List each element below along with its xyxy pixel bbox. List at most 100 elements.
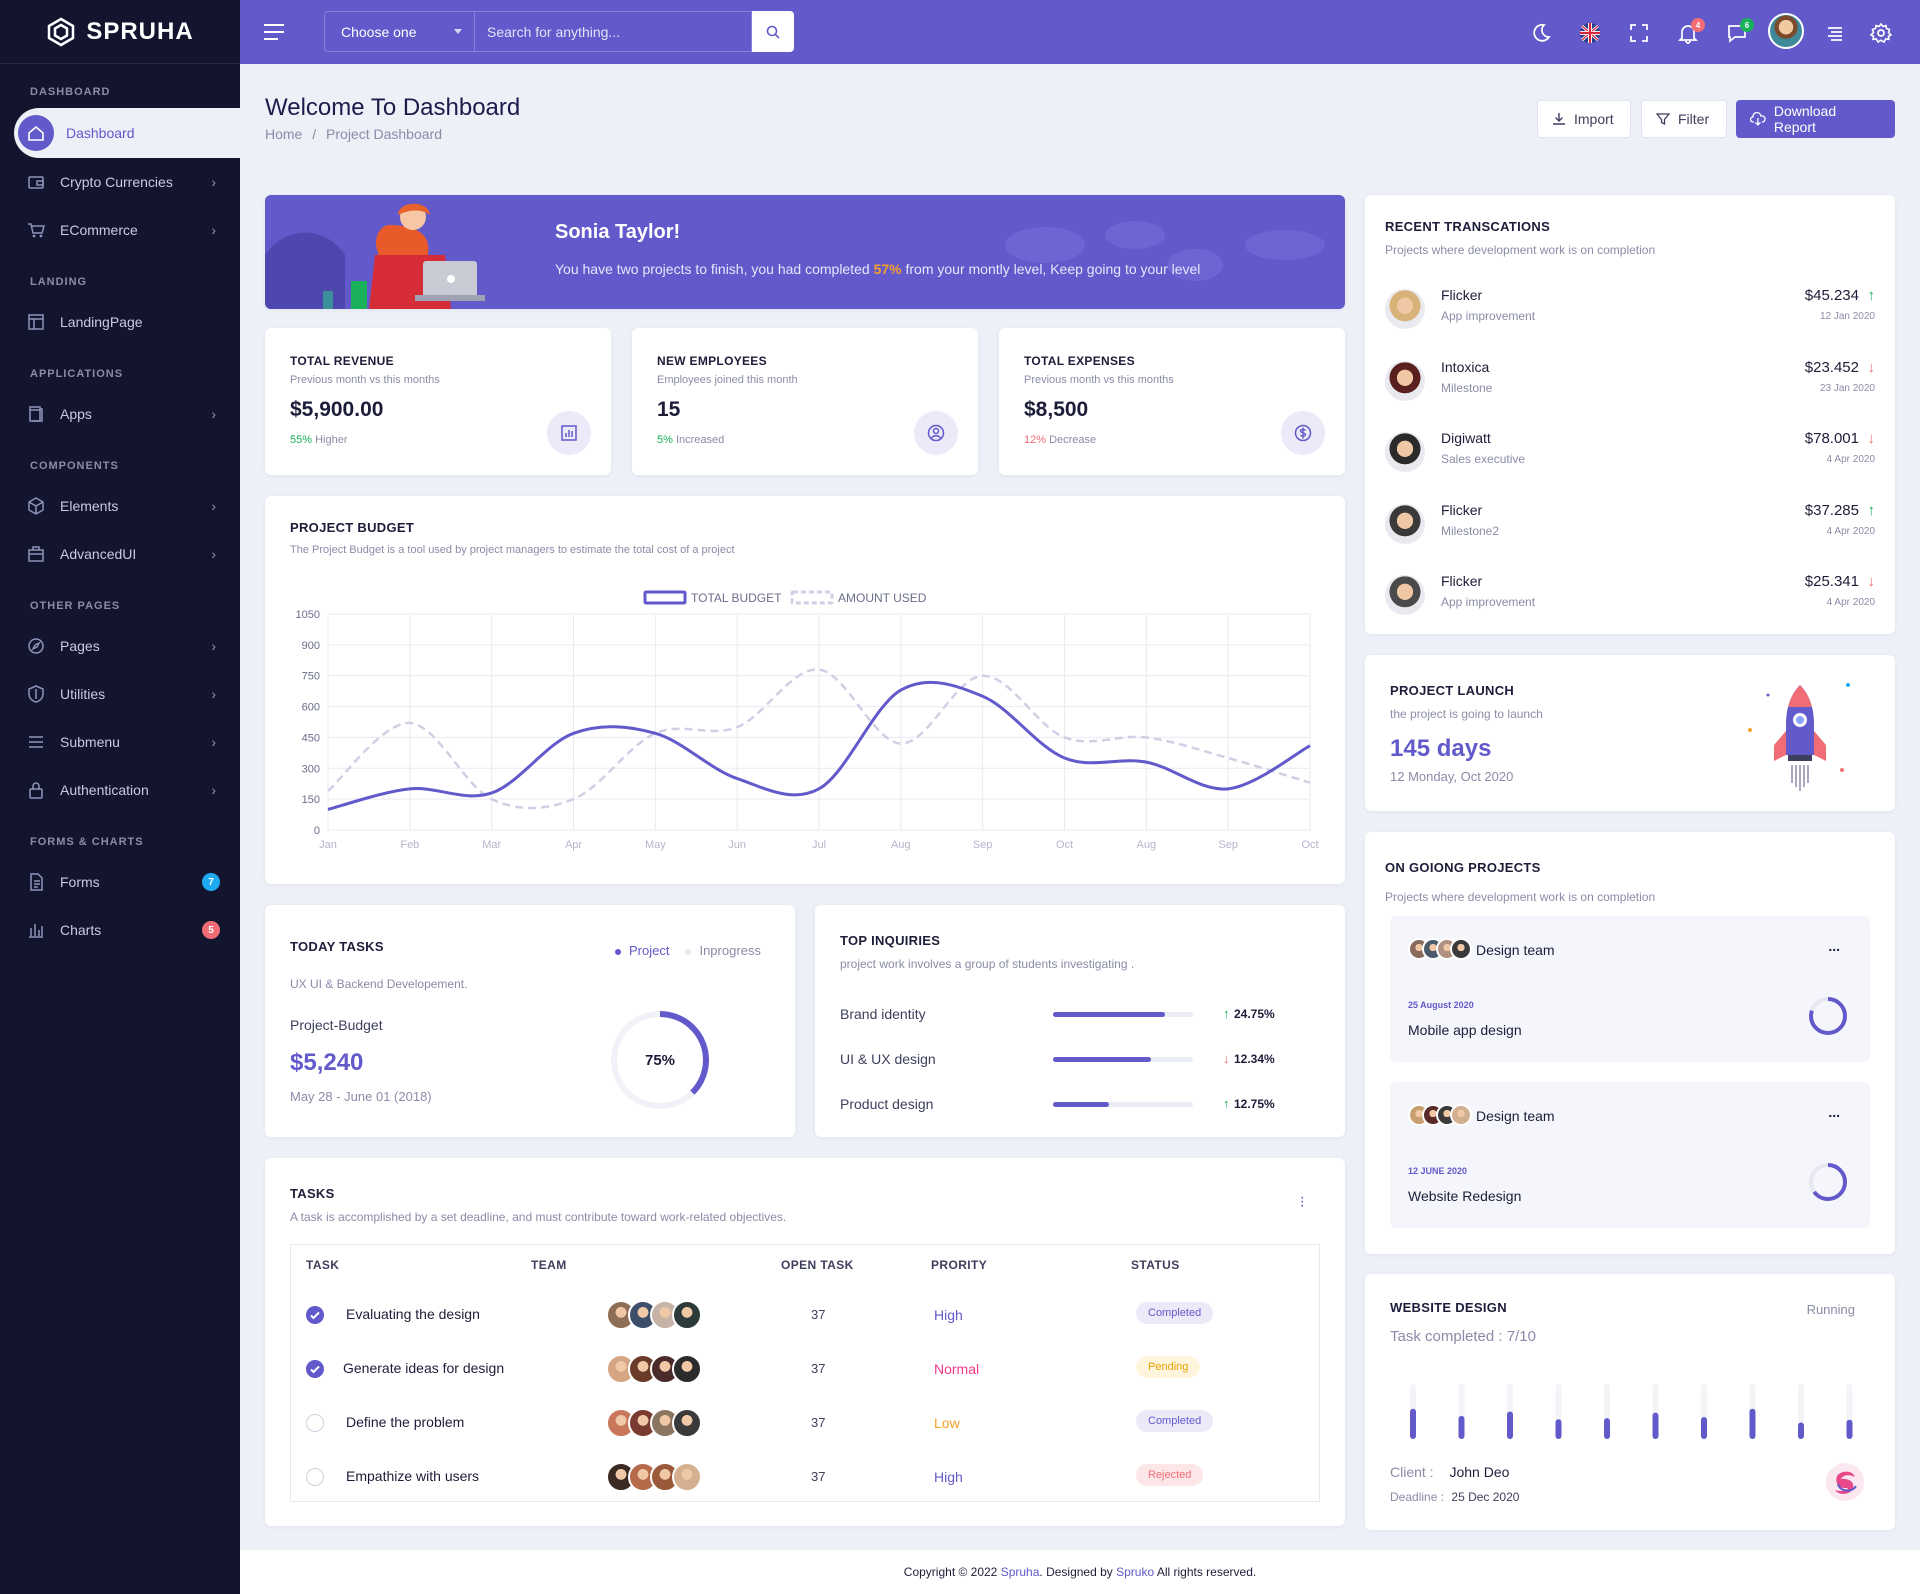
search-button[interactable] [752, 11, 794, 52]
more-options-icon[interactable]: ... [1828, 938, 1840, 954]
sidebar-item-label: AdvancedUI [60, 546, 137, 562]
user-avatar[interactable] [1768, 13, 1804, 49]
more-options-icon[interactable]: ... [1828, 1104, 1840, 1120]
chevron-right-icon: › [211, 782, 216, 798]
table-row[interactable]: Empathize with users 37 High Rejected [291, 1449, 1319, 1503]
table-row[interactable]: Generate ideas for design 37 Normal Pending [291, 1341, 1319, 1395]
sidebar-item-dashboard[interactable]: Dashboard [14, 108, 240, 158]
stat-card-new-employees: NEW EMPLOYEES Employees joined this month… [632, 328, 978, 475]
task-name: Generate ideas for design [343, 1360, 505, 1376]
sidebar-item-elements[interactable]: Elements › [0, 482, 240, 530]
uk-flag-icon[interactable] [1579, 22, 1601, 44]
lock-icon [26, 780, 46, 800]
search-input[interactable]: Search for anything... [474, 11, 752, 52]
cart-icon [26, 220, 46, 240]
avatar [1385, 503, 1425, 544]
checked-circle-icon[interactable] [306, 1360, 324, 1378]
website-design-card: WEBSITE DESIGN Running Task completed : … [1365, 1274, 1895, 1530]
breadcrumb-home[interactable]: Home [265, 126, 303, 142]
table-row[interactable]: Define the problem 37 Low Completed [291, 1395, 1319, 1449]
inquiry-progress-bar [1053, 1057, 1193, 1062]
footer: Copyright © 2022 Spruha. Designed by Spr… [240, 1550, 1920, 1594]
stat-change-label: Increased [672, 434, 725, 446]
transaction-date: 4 Apr 2020 [1826, 525, 1875, 537]
recent-transactions-card: RECENT TRANSCATIONS Projects where devel… [1365, 195, 1895, 634]
unchecked-circle-icon[interactable] [306, 1468, 324, 1486]
bar-fill [1701, 1417, 1707, 1439]
fullscreen-icon[interactable] [1628, 22, 1650, 44]
messages-button[interactable]: 6 [1726, 18, 1754, 44]
menu-toggle-icon[interactable] [264, 22, 286, 40]
sidebar-item-authentication[interactable]: Authentication › [0, 766, 240, 814]
banner-message: You have two projects to finish, you had… [555, 261, 1200, 277]
sidebar-item-submenu[interactable]: Submenu › [0, 718, 240, 766]
sidebar-item-ecommerce[interactable]: ECommerce › [0, 206, 240, 254]
more-vertical-icon[interactable]: · · · [1299, 1189, 1305, 1214]
transaction-row[interactable]: Digiwatt Sales executive $78.001 ↓ 4 Apr 202… [1385, 428, 1875, 488]
download-icon [1553, 113, 1565, 125]
notifications-button[interactable]: 4 [1677, 18, 1705, 44]
avatar [672, 1354, 702, 1384]
team-name: Design team [1476, 942, 1555, 958]
table-header-cell: TASK [306, 1258, 340, 1272]
project-item[interactable]: Design team... 12 JUNE 2020 Website Redesi… [1390, 1082, 1870, 1228]
footer-designer-link[interactable]: Spruko [1116, 1565, 1155, 1579]
transaction-row[interactable]: Flicker App improvement $45.234 ↑ 12 Jan 202… [1385, 285, 1875, 345]
x-tick-label: Jun [728, 839, 746, 851]
avatar [672, 1300, 702, 1330]
ring-progress [1809, 1163, 1847, 1201]
transaction-row[interactable]: Intoxica Milestone $23.452 ↓ 23 Jan 2020 [1385, 357, 1875, 417]
moon-icon[interactable] [1530, 22, 1552, 44]
sidebar-item-advancedui[interactable]: AdvancedUI › [0, 530, 240, 578]
x-tick-label: Oct [1056, 839, 1073, 851]
import-button[interactable]: Import [1537, 100, 1631, 138]
sidebar-section-label: OTHER PAGES [30, 600, 121, 612]
x-tick-label: Feb [400, 839, 419, 851]
x-tick-label: Mar [482, 839, 501, 851]
ongoing-title: ON GOIONG PROJECTS [1385, 860, 1541, 875]
footer-brand-link[interactable]: Spruha [1000, 1565, 1040, 1579]
sidebar-item-label: Utilities [60, 686, 106, 702]
download-report-button[interactable]: Download Report [1736, 100, 1895, 138]
checked-circle-icon[interactable] [306, 1306, 324, 1324]
stat-value: 15 [657, 398, 681, 421]
sidebar-item-pages[interactable]: Pages › [0, 622, 240, 670]
chart-legend: TOTAL BUDGET AMOUNT USED [643, 590, 927, 605]
filter-button[interactable]: Filter [1641, 100, 1727, 138]
gear-icon[interactable] [1870, 22, 1892, 44]
project-item[interactable]: Design team... 25 August 2020 Mobile app d… [1390, 916, 1870, 1062]
sidebar-item-charts[interactable]: Charts 5 [0, 906, 240, 954]
category-select[interactable]: Choose one [324, 11, 474, 52]
report-icon [547, 411, 591, 455]
budget-subtitle: The Project Budget is a tool used by pro… [290, 544, 735, 556]
sidebar-item-forms[interactable]: Forms 7 [0, 858, 240, 906]
legend-project-label: Project [629, 943, 670, 958]
priority-label: High [934, 1307, 963, 1323]
bar-fill [1749, 1408, 1756, 1439]
breadcrumb-current: Project Dashboard [326, 126, 442, 142]
unchecked-circle-icon[interactable] [306, 1414, 324, 1432]
bar-fill [1846, 1419, 1853, 1439]
table-row[interactable]: Evaluating the design 37 High Completed [291, 1287, 1319, 1341]
sidebar-item-landingpage[interactable]: LandingPage [0, 298, 240, 346]
topbar: Choose one Search for anything... 4 6 [240, 0, 1920, 64]
brand-logo[interactable]: SPRUHA [0, 0, 240, 64]
sidebar-item-apps[interactable]: Apps › [0, 390, 240, 438]
sidebar-right-icon[interactable] [1824, 22, 1846, 44]
sidebar-item-utilities[interactable]: Utilities › [0, 670, 240, 718]
transaction-row[interactable]: Flicker App improvement $25.341 ↓ 4 Apr 2020 [1385, 571, 1875, 631]
banner-text-a: You have two projects to finish, you had… [555, 261, 874, 277]
task-bars-chart [1410, 1384, 1853, 1439]
filter-label: Filter [1678, 111, 1710, 127]
website-title: WEBSITE DESIGN [1390, 1300, 1507, 1315]
today-tasks-subtitle: UX UI & Backend Developement. [290, 977, 468, 991]
transaction-row[interactable]: Flicker Milestone2 $37.285 ↑ 4 Apr 2020 [1385, 500, 1875, 560]
budget-dates: May 28 - June 01 (2018) [290, 1089, 432, 1104]
arrow-up-icon: ↑ [1867, 501, 1876, 519]
inquiry-row: Brand identity ↑ 24.75% [815, 1003, 1345, 1027]
user-icon [914, 411, 958, 455]
sidebar-item-crypto-currencies[interactable]: Crypto Currencies › [0, 158, 240, 206]
y-tick-label: 750 [302, 671, 320, 683]
menu-icon [26, 732, 46, 752]
status-badge: Rejected [1136, 1464, 1204, 1486]
